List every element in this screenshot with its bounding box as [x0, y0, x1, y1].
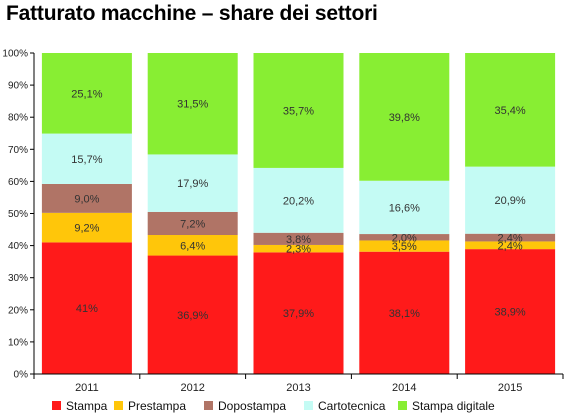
data-label: 2,4%	[498, 233, 523, 245]
bar-stampa-digitale-2013	[253, 53, 344, 168]
y-tick-label: 20%	[8, 305, 28, 316]
x-tick-label: 2013	[286, 382, 310, 394]
bar-dopostampa-2011	[41, 183, 132, 213]
legend-label-dopostampa: Dopostampa	[218, 399, 286, 413]
bar-stampa-digitale-2012	[147, 53, 238, 155]
data-label: 2,3%	[286, 244, 311, 256]
bar-stampa-digitale-2014	[359, 53, 450, 181]
y-tick-label: 100%	[2, 49, 28, 60]
bar-dopostampa-2012	[147, 211, 238, 236]
data-label: 7,2%	[180, 218, 205, 230]
legend-swatch-stampa	[52, 401, 61, 410]
data-label: 6,4%	[180, 240, 205, 252]
data-label: 3,5%	[392, 241, 417, 253]
data-label: 36,9%	[177, 310, 208, 322]
legend-swatch-prestampa	[114, 401, 123, 410]
data-label: 35,4%	[494, 105, 525, 117]
bar-prestampa-2014	[359, 240, 450, 252]
bar-stampa-digitale-2011	[41, 53, 132, 134]
bar-stampa-digitale-2015	[465, 53, 556, 167]
bar-stampa-2011	[41, 242, 132, 374]
x-tick-label: 2011	[75, 382, 99, 394]
legend-swatch-dopostampa	[204, 401, 213, 410]
legend: Stampa Prestampa Dopostampa Cartotecnica Sta…	[52, 399, 495, 413]
y-tick-label: 60%	[8, 177, 28, 188]
data-label: 17,9%	[177, 178, 208, 190]
bar-cartotecnica-2015	[465, 166, 556, 234]
data-label: 31,5%	[177, 99, 208, 111]
data-label: 15,7%	[71, 154, 102, 166]
x-tick-label: 2015	[498, 382, 522, 394]
data-label: 2,0%	[392, 232, 417, 244]
data-label: 39,8%	[389, 112, 420, 124]
bar-cartotecnica-2013	[253, 167, 344, 233]
bar-stampa-2013	[253, 252, 344, 374]
bar-stampa-2015	[465, 249, 556, 374]
bar-stampa-2012	[147, 255, 238, 374]
legend-label-stampa-digitale: Stampa digitale	[412, 399, 495, 413]
x-tick-label: 2014	[392, 382, 416, 394]
data-label: 38,1%	[389, 308, 420, 320]
data-label: 37,9%	[283, 308, 314, 320]
y-tick-label: 30%	[8, 273, 28, 284]
chart-title: Fatturato macchine – share dei settori	[6, 2, 378, 25]
bar-stampa-2014	[359, 251, 450, 374]
bar-prestampa-2013	[253, 244, 344, 253]
bar-prestampa-2011	[41, 212, 132, 243]
axes-layer: 0% 10% 20% 30% 40% 50% 60% 70% 80% 90% 100% 2011 201…	[2, 49, 564, 394]
data-label: 25,1%	[71, 88, 102, 100]
data-label: 9,0%	[74, 193, 99, 205]
legend-label-cartotecnica: Cartotecnica	[318, 399, 386, 413]
y-tick-label: 40%	[8, 241, 28, 252]
bar-dopostampa-2015	[465, 233, 556, 242]
y-tick-label: 80%	[8, 113, 28, 124]
y-tick-label: 0%	[14, 370, 29, 381]
data-label: 41%	[76, 303, 98, 315]
bar-prestampa-2012	[147, 235, 238, 256]
bar-dopostampa-2014	[359, 234, 450, 241]
segment-labels-layer: 41% 9,2% 9,0% 15,7% 25,1% 36,9% 6,4% 7,2% 17,9% 3…	[71, 88, 526, 321]
bar-prestampa-2015	[465, 241, 556, 250]
data-label: 2,4%	[498, 240, 523, 252]
data-label: 20,2%	[283, 195, 314, 207]
bar-cartotecnica-2012	[147, 154, 238, 212]
data-label: 35,7%	[283, 105, 314, 117]
y-tick-label: 90%	[8, 81, 28, 92]
data-label: 3,8%	[286, 234, 311, 246]
y-tick-label: 10%	[8, 337, 28, 348]
y-tick-label: 70%	[8, 145, 28, 156]
bar-cartotecnica-2011	[41, 133, 132, 184]
data-label: 20,9%	[494, 195, 525, 207]
bars-layer	[41, 53, 556, 374]
data-label: 9,2%	[74, 223, 99, 235]
bar-dopostampa-2013	[253, 232, 344, 245]
legend-swatch-stampa-digitale	[398, 401, 407, 410]
legend-label-stampa: Stampa	[66, 399, 108, 413]
y-tick-label: 50%	[8, 209, 28, 220]
x-tick-label: 2012	[180, 382, 204, 394]
legend-label-prestampa: Prestampa	[128, 399, 186, 413]
legend-swatch-cartotecnica	[304, 401, 313, 410]
data-label: 38,9%	[494, 307, 525, 319]
bar-cartotecnica-2014	[359, 180, 450, 235]
data-label: 16,6%	[389, 202, 420, 214]
